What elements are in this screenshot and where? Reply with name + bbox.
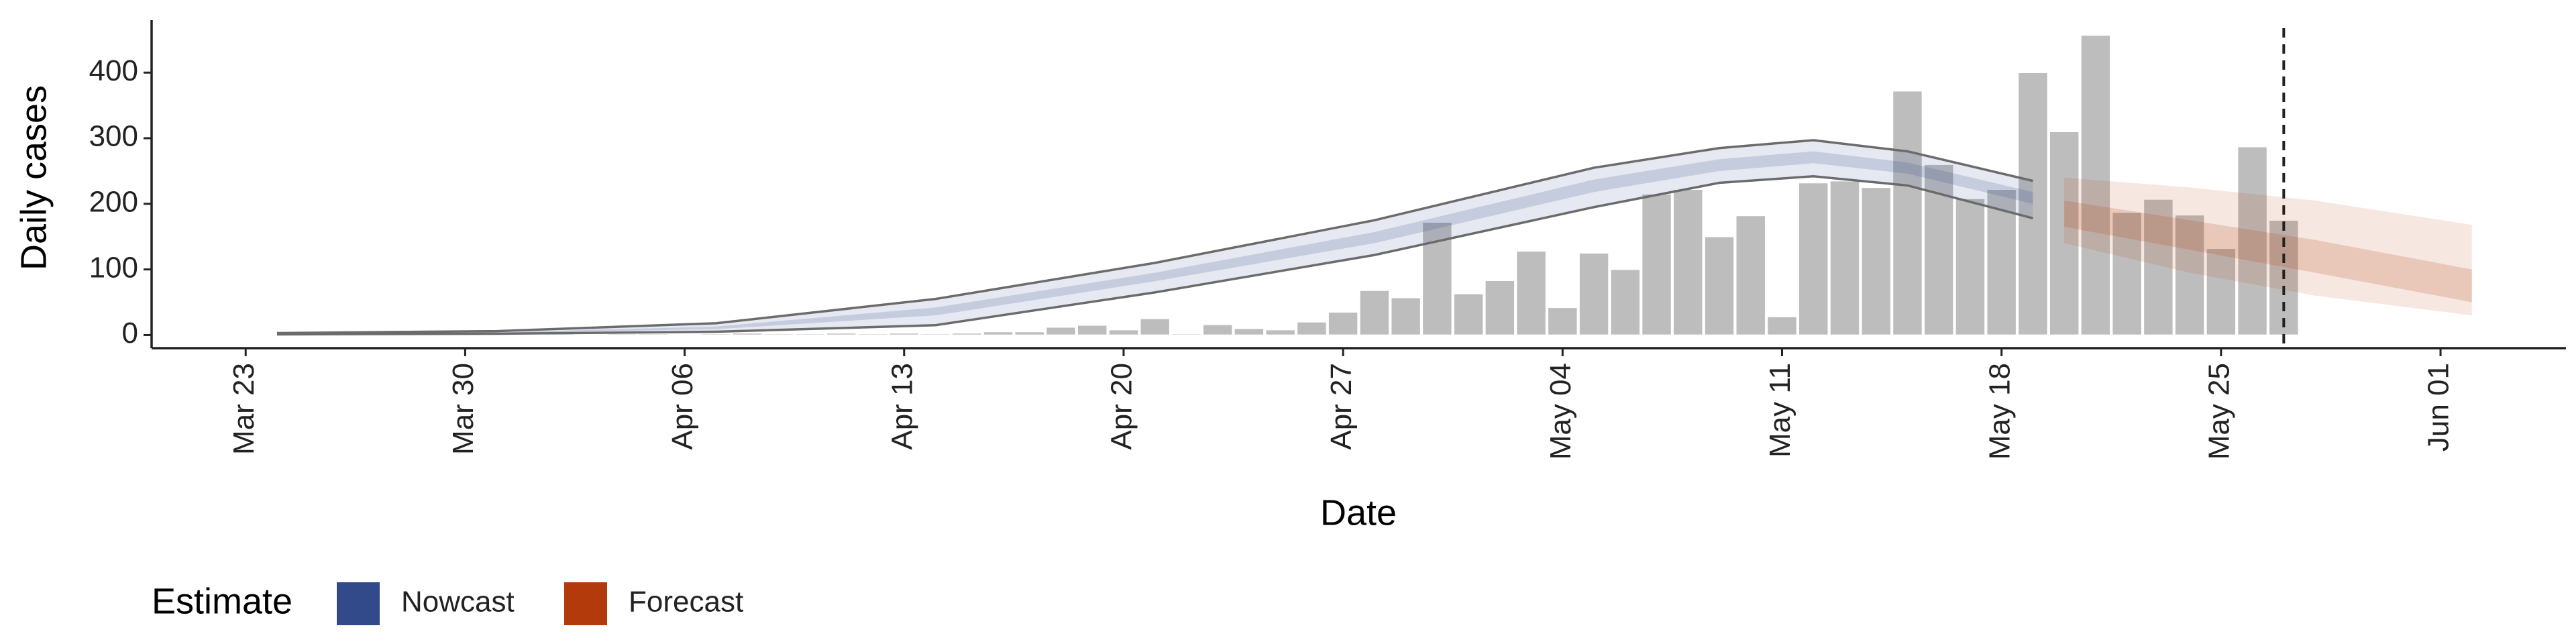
x-tick-label: May 11 (1764, 363, 1796, 458)
bar (1453, 293, 1484, 336)
legend-label: Nowcast (401, 586, 515, 619)
x-tick-label: May 04 (1544, 363, 1577, 460)
bar (1766, 316, 1798, 336)
bar (1171, 333, 1202, 336)
bar (1108, 329, 1139, 336)
x-axis-title: Date (1320, 492, 1397, 533)
y-tick-label: 200 (89, 185, 138, 218)
x-tick-label: Apr 13 (885, 363, 918, 450)
bar (1234, 327, 1265, 336)
x-tick-label: May 25 (2202, 363, 2235, 460)
bar (1077, 325, 1108, 336)
bar (1202, 324, 1233, 336)
band-90 (276, 140, 2033, 335)
bar (1045, 326, 1077, 336)
y-tick-label: 300 (89, 120, 138, 153)
bar (638, 333, 669, 336)
bar (951, 332, 982, 336)
bar (1328, 311, 1358, 336)
bar (983, 331, 1014, 336)
bar (1014, 331, 1045, 336)
bar (763, 333, 794, 336)
bar (2111, 211, 2143, 336)
y-tick-label: 100 (89, 251, 138, 284)
bar (2174, 214, 2205, 336)
x-tick-label: Mar 30 (447, 363, 480, 455)
bar (889, 332, 920, 336)
bar (1610, 268, 1641, 336)
bar (920, 333, 951, 336)
bar (1735, 215, 1766, 336)
bar (2206, 248, 2237, 336)
band-50 (2064, 200, 2472, 303)
bar (1892, 90, 1923, 336)
bar (575, 333, 606, 336)
bar (1515, 250, 1547, 336)
x-tick-label: Apr 06 (666, 363, 699, 450)
legend-label: Forecast (629, 586, 743, 619)
bar (1672, 189, 1703, 336)
bar (669, 333, 700, 336)
bar (1704, 235, 1735, 336)
x-tick-label: Mar 23 (227, 363, 260, 455)
bar (1485, 280, 1515, 336)
bar (606, 333, 637, 336)
bar (794, 333, 826, 336)
bar (1955, 198, 1986, 336)
x-tick-label: Jun 01 (2422, 363, 2455, 451)
band-90 (2064, 177, 2472, 316)
y-tick-label: 0 (122, 317, 138, 350)
bar (2049, 131, 2080, 336)
y-tick-label: 400 (89, 54, 138, 87)
y-axis-title: Daily cases (13, 85, 54, 270)
band-edge (276, 175, 2033, 336)
bar (1641, 193, 1672, 336)
bar (826, 332, 857, 336)
legend-title: Estimate (152, 581, 292, 621)
bar (1390, 297, 1421, 336)
bar (857, 333, 888, 336)
bar (700, 333, 732, 336)
bar (1547, 307, 1578, 336)
bar (230, 333, 261, 336)
bar (732, 332, 763, 336)
bar (2080, 34, 2111, 336)
bar (2143, 199, 2174, 336)
bar (1829, 180, 1860, 336)
bar (2017, 72, 2049, 336)
bar (1265, 329, 1296, 336)
legend-swatch (337, 582, 380, 625)
x-tick-label: Apr 20 (1106, 363, 1138, 450)
bar (1798, 182, 1829, 336)
x-tick-label: Apr 27 (1325, 363, 1358, 450)
band-edge (276, 139, 2033, 335)
bar (1296, 321, 1328, 336)
bar (1139, 318, 1171, 336)
legend-swatch (564, 582, 607, 625)
x-tick-label: May 18 (1983, 363, 2016, 460)
bar (1359, 290, 1390, 336)
bar (1860, 186, 1892, 336)
bar (2237, 146, 2268, 336)
bar (1578, 252, 1609, 336)
